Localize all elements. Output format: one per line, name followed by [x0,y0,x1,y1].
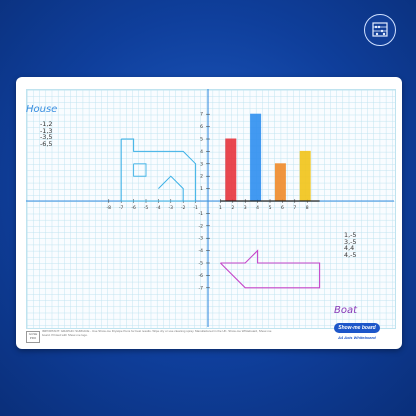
bar [250,113,262,202]
bar [299,150,311,202]
axis-whiteboard: -8 -7 -6 -5 -4 -3 -2 -1 1 2 3 4 5 6 7 8 7 6 5 4 3 2 1 -1 -2 -3 -4 -… [16,77,402,349]
bar [225,138,237,202]
y-tick-label: 6 [200,124,203,130]
x-tick-label: -4 [156,205,161,211]
bar [274,163,286,202]
x-tick-label: 4 [256,205,259,211]
board-footer: GCSE PRO IMPORTANT: GRAPHIC SURFACE - Us… [26,329,394,347]
y-tick-label: 3 [200,161,203,167]
x-tick-label: 5 [269,205,272,211]
board-drawing: -8 -7 -6 -5 -4 -3 -2 -1 1 2 3 4 5 6 7 8 7 6 5 4 3 2 1 -1 -2 -3 -4 -… [26,89,394,327]
x-tick-label: -7 [119,205,124,211]
footer-badge: GCSE PRO [26,331,40,343]
x-tick-label: 3 [244,205,247,211]
show-me-logo: Show-me board [334,323,380,333]
house-window [133,163,147,177]
house-coord: -1,2 [40,120,53,128]
x-tick-label: -8 [107,205,112,211]
x-tick-label: 8 [306,205,309,211]
house-label: House [26,104,58,115]
y-tick-label: -4 [199,248,204,254]
y-tick-label: -2 [199,223,204,229]
boat-coord: 4,-5 [344,251,357,260]
y-tick-label: 5 [200,137,203,143]
y-tick-label: -3 [199,236,204,242]
y-tick-label: 7 [200,112,203,118]
graph-grid [26,89,396,329]
footer-text: IMPORTANT: GRAPHIC SURFACE - Use Show-me… [42,329,272,337]
boat-coord: 3,-5 [344,237,357,246]
y-tick-label: 2 [200,174,203,180]
y-tick-label: -5 [199,261,204,267]
house-coord: -6,5 [40,140,53,149]
y-tick-label: -1 [199,211,204,217]
x-tick-label: 6 [281,205,284,211]
boat-outline [220,249,321,289]
house-outline [120,138,197,202]
x-tick-label: -1 [193,205,198,211]
y-tick-label: -6 [199,273,204,279]
house-roof [158,175,184,201]
y-tick-label: 4 [200,149,203,155]
house-coord: -1,3 [40,126,53,135]
x-tick-label: 1 [219,205,222,211]
x-tick-label: 7 [293,205,296,211]
x-tick-label: 2 [231,205,234,211]
x-tick-label: -2 [181,205,186,211]
boat-label: Boat [334,305,358,316]
board-tagline: A4 Axis Whiteboard [338,335,376,340]
x-tick-label: -5 [144,205,149,211]
x-tick-label: -3 [169,205,174,211]
abacus-icon-graphic [372,22,388,37]
y-tick-label: -7 [199,285,204,291]
boat-coord: 4,4 [344,244,355,253]
boat-coord: 1,-5 [344,231,357,239]
house-coord: -3,5 [40,133,53,142]
y-tick-label: 1 [200,186,203,192]
abacus-icon [364,14,396,46]
x-tick-label: -6 [131,205,136,211]
house-coordinates: -1,2 -1,3 -3,5 -6,5 [40,121,52,148]
boat-coordinates: 1,-5 3,-5 4,4 4,-5 [344,232,356,259]
